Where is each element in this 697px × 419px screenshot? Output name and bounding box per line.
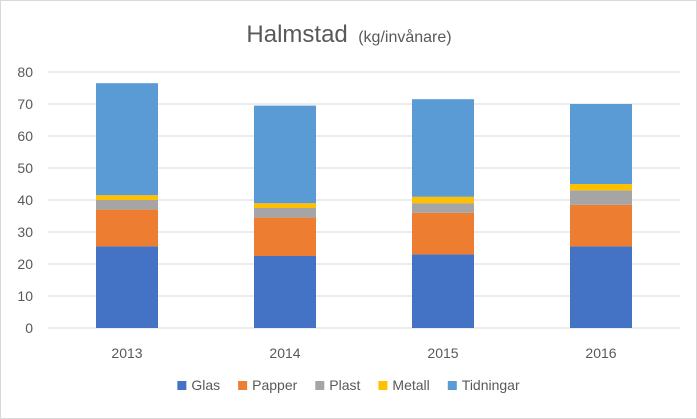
chart-title-unit: (kg/invånare) bbox=[358, 28, 451, 46]
legend-swatch bbox=[315, 381, 325, 390]
x-tick-label: 2014 bbox=[269, 345, 300, 361]
legend-item-glas: Glas bbox=[177, 377, 220, 393]
legend-label: Tidningar bbox=[462, 377, 520, 393]
bar-segment-papper-2013 bbox=[96, 209, 158, 247]
bar-segment-tidningar-2014 bbox=[254, 105, 316, 204]
legend-swatch bbox=[238, 381, 248, 390]
bar-segment-glas-2013 bbox=[96, 246, 158, 328]
bar-segment-plast-2015 bbox=[412, 203, 474, 213]
bar-segment-papper-2014 bbox=[254, 217, 316, 256]
legend-label: Plast bbox=[329, 377, 360, 393]
y-axis-ticks: 0 10 20 30 40 50 60 70 80 bbox=[17, 64, 33, 336]
y-tick-label: 50 bbox=[17, 160, 33, 176]
legend-item-metall: Metall bbox=[378, 377, 430, 393]
y-tick-label: 40 bbox=[17, 192, 33, 208]
bar-segment-glas-2014 bbox=[254, 256, 316, 328]
bar-segment-tidningar-2015 bbox=[412, 99, 474, 197]
y-tick-label: 0 bbox=[25, 320, 33, 336]
legend-swatch bbox=[378, 381, 388, 390]
legend: Glas Papper Plast Metall Tidningar bbox=[177, 377, 520, 393]
legend-label: Metall bbox=[392, 377, 429, 393]
bar-segment-glas-2015 bbox=[412, 254, 474, 328]
bar-segment-metall-2015 bbox=[412, 196, 474, 204]
legend-label: Papper bbox=[252, 377, 297, 393]
y-tick-label: 60 bbox=[17, 128, 33, 144]
x-tick-label: 2016 bbox=[585, 345, 616, 361]
bar-segment-plast-2014 bbox=[254, 208, 316, 218]
y-tick-label: 30 bbox=[17, 224, 33, 240]
bar-segment-metall-2014 bbox=[254, 203, 316, 208]
y-tick-label: 20 bbox=[17, 256, 33, 272]
legend-item-tidningar: Tidningar bbox=[447, 377, 520, 393]
chart-title: Halmstad (kg/invånare) bbox=[246, 21, 451, 48]
bar-segment-tidningar-2016 bbox=[570, 104, 632, 184]
bar-segment-plast-2016 bbox=[570, 190, 632, 205]
legend-swatch bbox=[447, 381, 457, 390]
bar-segment-metall-2013 bbox=[96, 195, 158, 200]
bar-segment-tidningar-2013 bbox=[96, 83, 158, 196]
bar-segment-plast-2013 bbox=[96, 200, 158, 210]
y-tick-label: 80 bbox=[17, 64, 33, 80]
legend-item-papper: Papper bbox=[238, 377, 298, 393]
y-tick-label: 10 bbox=[17, 288, 33, 304]
y-tick-label: 70 bbox=[17, 96, 33, 112]
bar-segment-metall-2016 bbox=[570, 184, 632, 191]
legend-label: Glas bbox=[191, 377, 220, 393]
x-axis-ticks: 2013 2014 2015 2016 bbox=[111, 345, 616, 361]
bar-segment-papper-2016 bbox=[570, 204, 632, 247]
legend-item-plast: Plast bbox=[315, 377, 361, 393]
x-tick-label: 2015 bbox=[427, 345, 458, 361]
bar-segment-glas-2016 bbox=[570, 246, 632, 328]
chart-title-main: Halmstad bbox=[246, 21, 347, 48]
x-tick-label: 2013 bbox=[111, 345, 142, 361]
bar-segment-papper-2015 bbox=[412, 212, 474, 255]
legend-swatch bbox=[177, 381, 187, 390]
bars bbox=[96, 83, 632, 328]
